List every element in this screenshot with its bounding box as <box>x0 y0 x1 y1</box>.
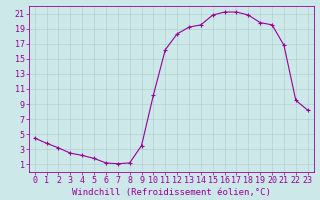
X-axis label: Windchill (Refroidissement éolien,°C): Windchill (Refroidissement éolien,°C) <box>72 188 271 197</box>
